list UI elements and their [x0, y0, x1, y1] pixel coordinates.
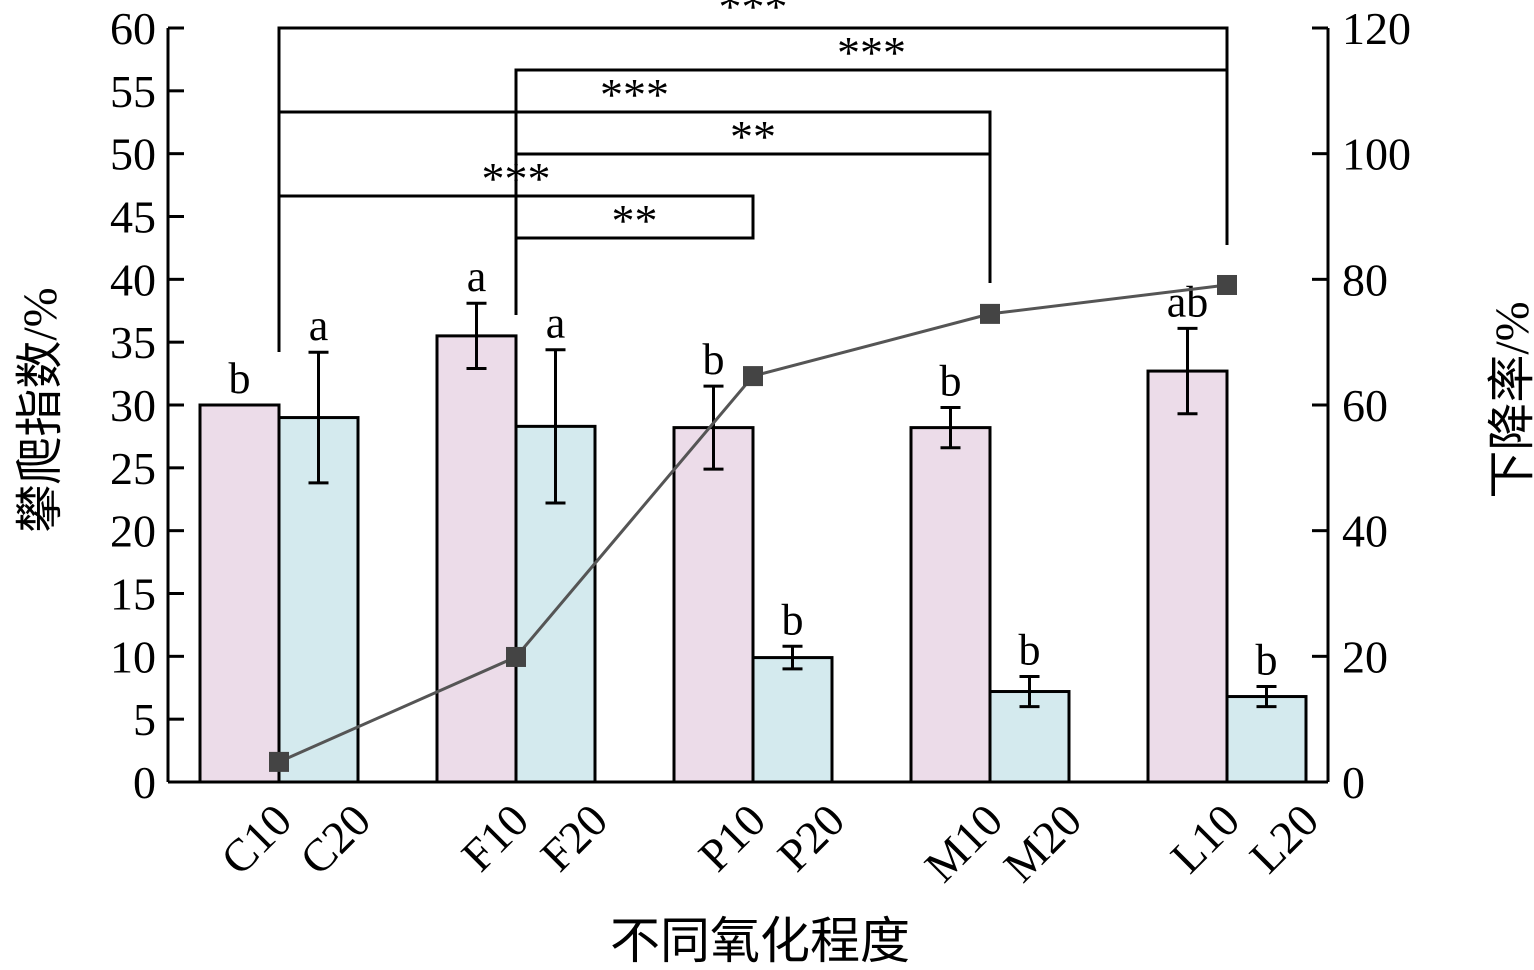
significance-letter-M20: b [1019, 625, 1041, 674]
bar-C10 [198, 403, 281, 784]
decline-marker-M20 [980, 303, 1000, 324]
x-tick-label-L10: L10 [1161, 794, 1249, 882]
y-tick-label: 10 [110, 631, 156, 682]
bracket-F20-M20 [514, 152, 992, 315]
x-tick-label-P20: P20 [768, 794, 855, 881]
y2-tick-label: 120 [1342, 3, 1411, 54]
y2-tick-label: 100 [1342, 129, 1411, 180]
bracket-label: *** [837, 27, 906, 78]
y-tick-label: 35 [110, 317, 156, 368]
decline-marker-F20 [506, 646, 526, 667]
y-tick-label: 40 [110, 254, 156, 305]
y-tick-label: 15 [110, 569, 156, 620]
bar-L20 [1225, 695, 1308, 784]
bracket-label: *** [719, 0, 788, 32]
significance-letter-P10: b [703, 335, 725, 384]
y-tick-label: 55 [110, 66, 156, 117]
significance-letter-L20: b [1256, 635, 1278, 684]
bracket-F20-P20 [514, 225, 755, 315]
x-tick-label-C10: C10 [211, 794, 301, 884]
y-tick-label: 30 [110, 380, 156, 431]
x-axis-label: 不同氧化程度 [610, 913, 910, 969]
significance-letter-F10: a [467, 252, 487, 301]
bars: b C10 a C20 a F10 a F20 b P10 b P20 b M10 b M20 ab L10 b L2… [198, 252, 1328, 892]
x-tick-label-M10: M10 [915, 794, 1013, 892]
x-tick-label-L20: L20 [1240, 794, 1328, 882]
bracket-label: ** [612, 195, 658, 246]
bracket-label: ** [730, 111, 776, 162]
y-tick-label: 0 [133, 757, 156, 808]
decline-marker-P20 [743, 366, 763, 387]
x-tick-label-M20: M20 [994, 794, 1092, 892]
bracket-C20-P20 [277, 194, 755, 352]
significance-letter-C10: b [229, 354, 251, 403]
x-tick-label-F20: F20 [531, 794, 618, 881]
y-axis-label: 攀爬指数/% [14, 287, 67, 532]
x-tick-label-F10: F10 [452, 794, 539, 881]
y2-tick-label: 60 [1342, 380, 1388, 431]
y2-tick-label: 40 [1342, 506, 1388, 557]
bar-P10 [672, 426, 755, 784]
bar-L10 [1146, 369, 1229, 784]
significance-letter-L10: ab [1167, 277, 1209, 326]
bar-M10 [909, 426, 992, 784]
significance-letter-C20: a [309, 301, 329, 350]
bar-F10 [435, 334, 518, 784]
y-tick-label: 25 [110, 443, 156, 494]
significance-brackets: **************** [277, 0, 1229, 352]
y-tick-label: 45 [110, 192, 156, 243]
y-tick-label: 5 [133, 694, 156, 745]
y2-tick-label: 80 [1342, 254, 1388, 305]
decline-rate-line [269, 274, 1237, 772]
decline-marker-C20 [269, 751, 289, 772]
significance-letter-F20: a [546, 299, 566, 348]
y-tick-label: 50 [110, 129, 156, 180]
y-tick-label: 20 [110, 506, 156, 557]
x-tick-label-P10: P10 [689, 794, 776, 881]
bracket-label: *** [600, 69, 669, 120]
x-tick-label-C20: C20 [290, 794, 380, 884]
y2-tick-label: 20 [1342, 631, 1388, 682]
axes: 0 5 10 15 20 25 30 35 40 45 50 55 60 0 20 40 60 80 100 120 [110, 3, 1411, 808]
y2-tick-label: 0 [1342, 757, 1365, 808]
y2-axis-label: 下降率/% [1486, 301, 1534, 498]
bar-P20 [751, 656, 834, 784]
y-tick-label: 60 [110, 3, 156, 54]
significance-letter-P20: b [782, 595, 804, 644]
significance-letter-M10: b [940, 357, 962, 406]
bracket-label: *** [482, 153, 551, 204]
decline-marker-L20 [1217, 274, 1237, 295]
